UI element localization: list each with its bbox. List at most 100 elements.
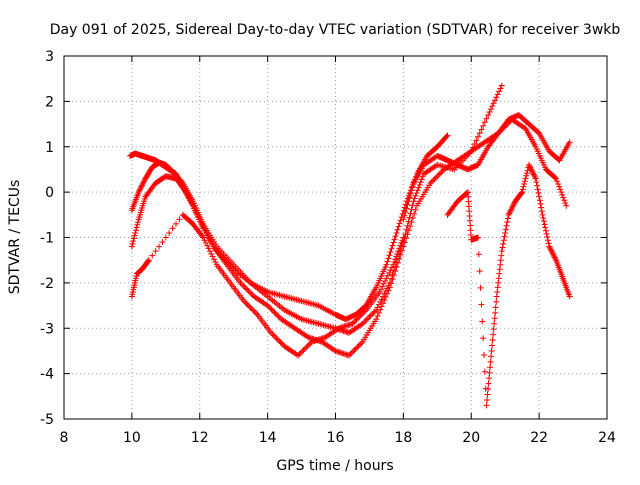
- data-point: [486, 369, 493, 376]
- data-point: [393, 229, 400, 236]
- data-point: [407, 223, 414, 230]
- data-point: [507, 207, 514, 214]
- data-point: [527, 164, 534, 171]
- x-tick-label: 8: [60, 430, 69, 446]
- data-point: [129, 240, 136, 247]
- y-tick-label: -2: [40, 276, 54, 292]
- data-point: [201, 237, 208, 244]
- data-point: [413, 190, 420, 197]
- data-point: [166, 229, 173, 236]
- data-point: [374, 312, 381, 319]
- data-point: [205, 245, 212, 252]
- data-point: [128, 243, 135, 250]
- data-point: [499, 244, 506, 251]
- data-point: [553, 175, 560, 182]
- data-point: [206, 248, 213, 255]
- data-point: [400, 216, 407, 223]
- data-point: [491, 320, 498, 327]
- data-point: [498, 82, 505, 89]
- data-point: [407, 190, 414, 197]
- data-point: [200, 224, 207, 231]
- data-point: [498, 252, 505, 259]
- data-point: [278, 340, 285, 347]
- series-track-d: [128, 211, 407, 359]
- data-point: [404, 231, 411, 238]
- data-point: [405, 227, 412, 234]
- data-point: [538, 204, 545, 211]
- data-point: [479, 318, 486, 325]
- data-point: [483, 402, 490, 409]
- data-point: [397, 251, 404, 258]
- data-point: [486, 109, 493, 116]
- data-point: [563, 202, 570, 209]
- data-point: [152, 248, 159, 255]
- grid-layer: [64, 56, 607, 419]
- data-point: [139, 180, 146, 187]
- data-point: [486, 375, 493, 382]
- data-point: [394, 226, 401, 233]
- data-point: [392, 268, 399, 275]
- data-point: [130, 235, 137, 242]
- data-point: [393, 253, 400, 260]
- data-point: [189, 202, 196, 209]
- data-point: [240, 298, 247, 305]
- data-point: [414, 187, 421, 194]
- data-point: [360, 309, 367, 316]
- data-point: [331, 347, 338, 354]
- data-point: [363, 316, 370, 323]
- data-point: [490, 100, 497, 107]
- data-point: [388, 264, 395, 271]
- data-point: [264, 302, 271, 309]
- data-point: [533, 179, 540, 186]
- data-point: [384, 258, 391, 265]
- data-point: [247, 304, 254, 311]
- data-point: [487, 106, 494, 113]
- data-point: [508, 206, 515, 213]
- data-point: [444, 132, 451, 139]
- data-point: [369, 311, 376, 318]
- data-point: [501, 233, 508, 240]
- data-point: [237, 279, 244, 286]
- data-point: [549, 249, 556, 256]
- data-point: [431, 175, 438, 182]
- data-point: [397, 217, 404, 224]
- data-point: [349, 320, 356, 327]
- data-point: [352, 345, 359, 352]
- data-point: [549, 250, 556, 257]
- data-point: [145, 257, 152, 264]
- data-point: [132, 229, 139, 236]
- data-point: [485, 386, 492, 393]
- data-point: [555, 180, 562, 187]
- data-point: [503, 222, 510, 229]
- data-point: [380, 300, 387, 307]
- data-point: [534, 186, 541, 193]
- data-point: [131, 232, 138, 239]
- data-point: [504, 219, 511, 226]
- data-point: [443, 133, 450, 140]
- data-point: [540, 214, 547, 221]
- data-point: [379, 283, 386, 290]
- data-point: [471, 141, 478, 148]
- data-point: [477, 284, 484, 291]
- data-point: [497, 257, 504, 264]
- data-point: [403, 235, 410, 242]
- x-tick-label: 14: [259, 430, 277, 446]
- data-point: [475, 133, 482, 140]
- data-point: [273, 335, 280, 342]
- data-point: [500, 240, 507, 247]
- data-point: [523, 170, 530, 177]
- data-point: [384, 272, 391, 279]
- data-point: [520, 183, 527, 190]
- y-axis-label: SDTVAR / TECUs: [7, 180, 23, 295]
- data-point: [415, 184, 422, 191]
- data-point: [480, 335, 487, 342]
- data-point: [530, 170, 537, 177]
- data-point: [138, 183, 145, 190]
- data-point: [388, 280, 395, 287]
- y-tick-label: 0: [45, 185, 54, 201]
- series-track-e: [400, 111, 573, 223]
- data-point: [238, 281, 245, 288]
- data-point: [346, 352, 353, 359]
- data-point: [492, 304, 499, 311]
- data-point: [348, 349, 355, 356]
